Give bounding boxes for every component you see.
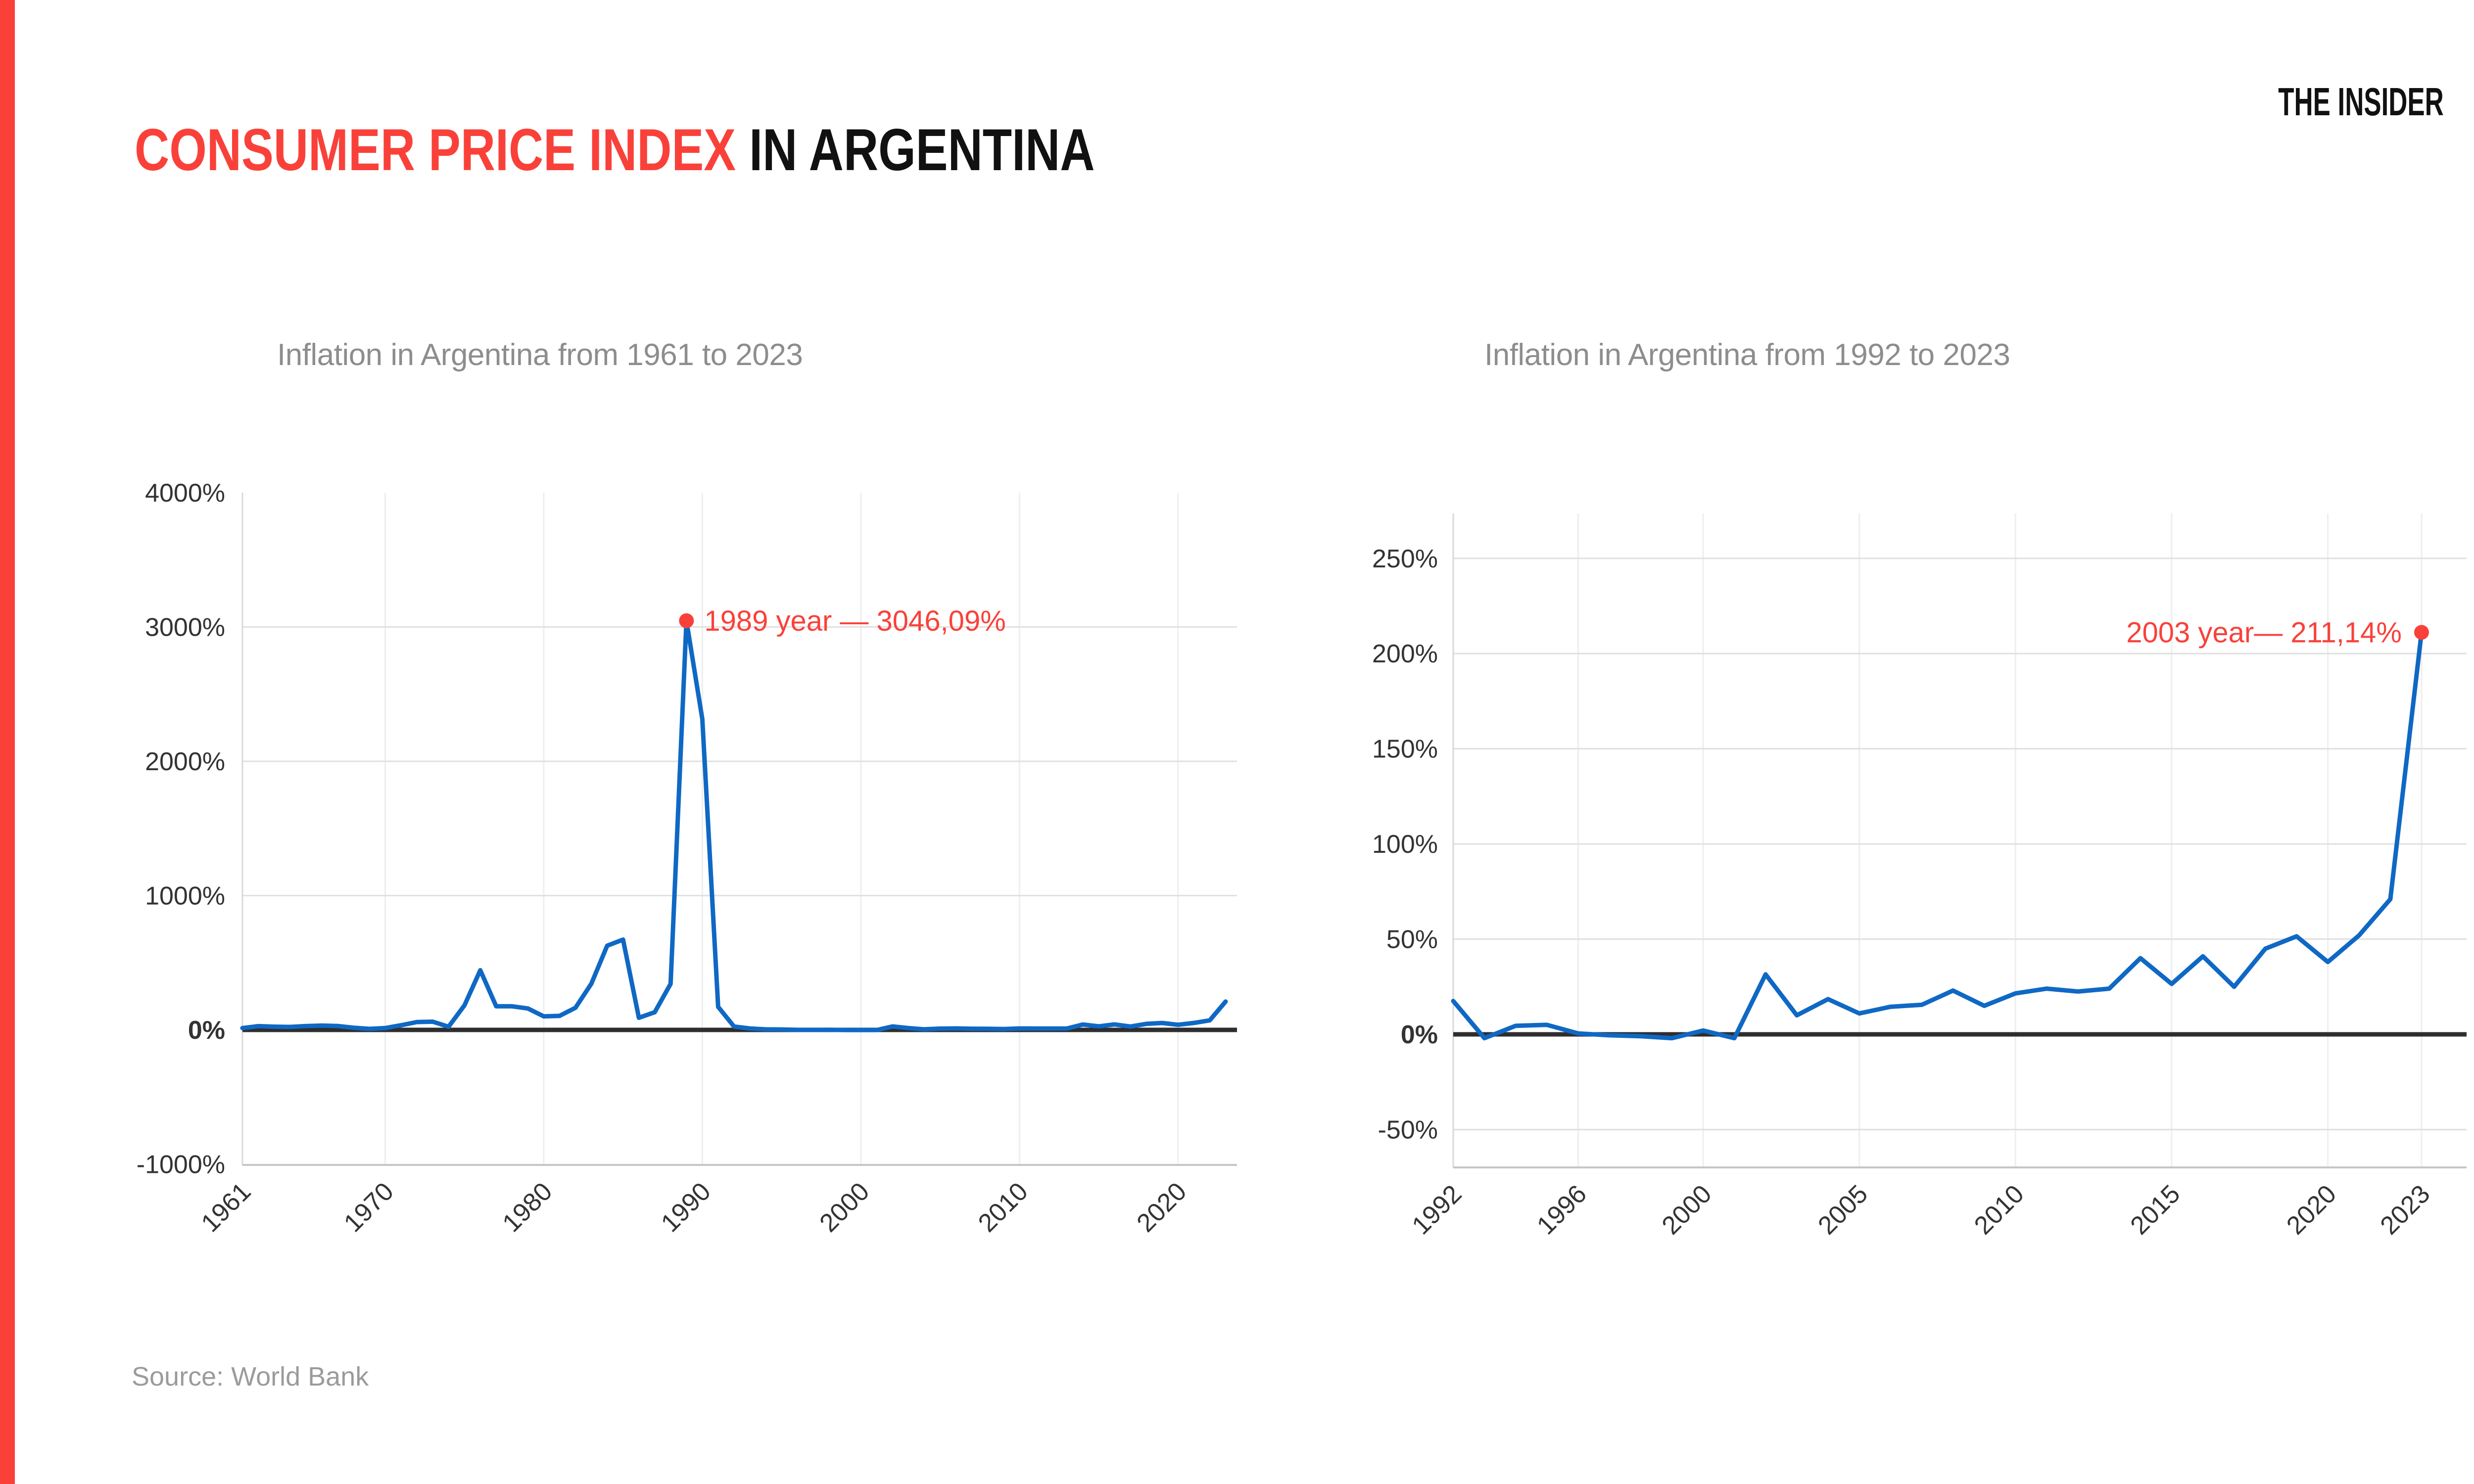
y-tick-label: 3000% <box>145 613 225 642</box>
x-tick-label: 1992 <box>1407 1179 1468 1240</box>
inflation-line <box>240 618 1228 1032</box>
x-tick-label: 2005 <box>1812 1179 1873 1240</box>
x-tick-label: 2023 <box>2375 1179 2436 1240</box>
x-tick-label: 2020 <box>2281 1179 2342 1240</box>
page-title: CONSUMER PRICE INDEX IN ARGENTINA <box>135 120 1095 180</box>
y-tick-label: 0% <box>1401 1020 1438 1049</box>
y-tick-label: 100% <box>1372 830 1438 859</box>
page-title-rest: IN ARGENTINA <box>736 117 1095 183</box>
annotation-label: 2003 year— 211,14% <box>2126 616 2402 649</box>
x-tick-label: 2010 <box>973 1177 1034 1238</box>
x-tick-label: 1990 <box>656 1177 716 1238</box>
y-tick-label: 150% <box>1372 735 1438 764</box>
x-tick-label: 1970 <box>338 1177 399 1238</box>
y-tick-label: 0% <box>188 1016 225 1045</box>
left-accent-bar <box>0 0 15 1484</box>
x-tick-label: 2000 <box>814 1177 875 1238</box>
y-tick-label: 250% <box>1372 545 1438 573</box>
page-title-highlight: CONSUMER PRICE INDEX <box>135 117 736 183</box>
y-tick-label: 2000% <box>145 747 225 776</box>
inflation-line <box>1451 630 2424 1041</box>
x-tick-label: 1961 <box>196 1177 257 1238</box>
x-tick-label: 2010 <box>1969 1179 2030 1240</box>
annotation-label: 1989 year — 3046,09% <box>704 605 1005 637</box>
source-note: Source: World Bank <box>132 1362 369 1391</box>
annotation-dot <box>2414 625 2429 640</box>
x-tick-label: 2020 <box>1132 1177 1192 1238</box>
x-tick-label: 2015 <box>2125 1179 2186 1240</box>
y-tick-label: 1000% <box>145 881 225 910</box>
brand-logo: THE INSIDER <box>2278 80 2444 124</box>
y-tick-label: 4000% <box>145 479 225 508</box>
y-tick-label: 50% <box>1386 926 1438 954</box>
annotation-dot <box>679 613 694 628</box>
right-chart-subtitle: Inflation in Argentina from 1992 to 2023 <box>1484 338 2010 372</box>
y-tick-label: 200% <box>1372 640 1438 668</box>
x-tick-label: 2000 <box>1657 1179 1717 1240</box>
y-tick-label: -1000% <box>137 1151 225 1179</box>
left-chart-subtitle: Inflation in Argentina from 1961 to 2023 <box>277 338 803 372</box>
x-tick-label: 1996 <box>1531 1179 1592 1240</box>
y-tick-label: -50% <box>1378 1115 1438 1144</box>
x-tick-label: 1980 <box>497 1177 558 1238</box>
